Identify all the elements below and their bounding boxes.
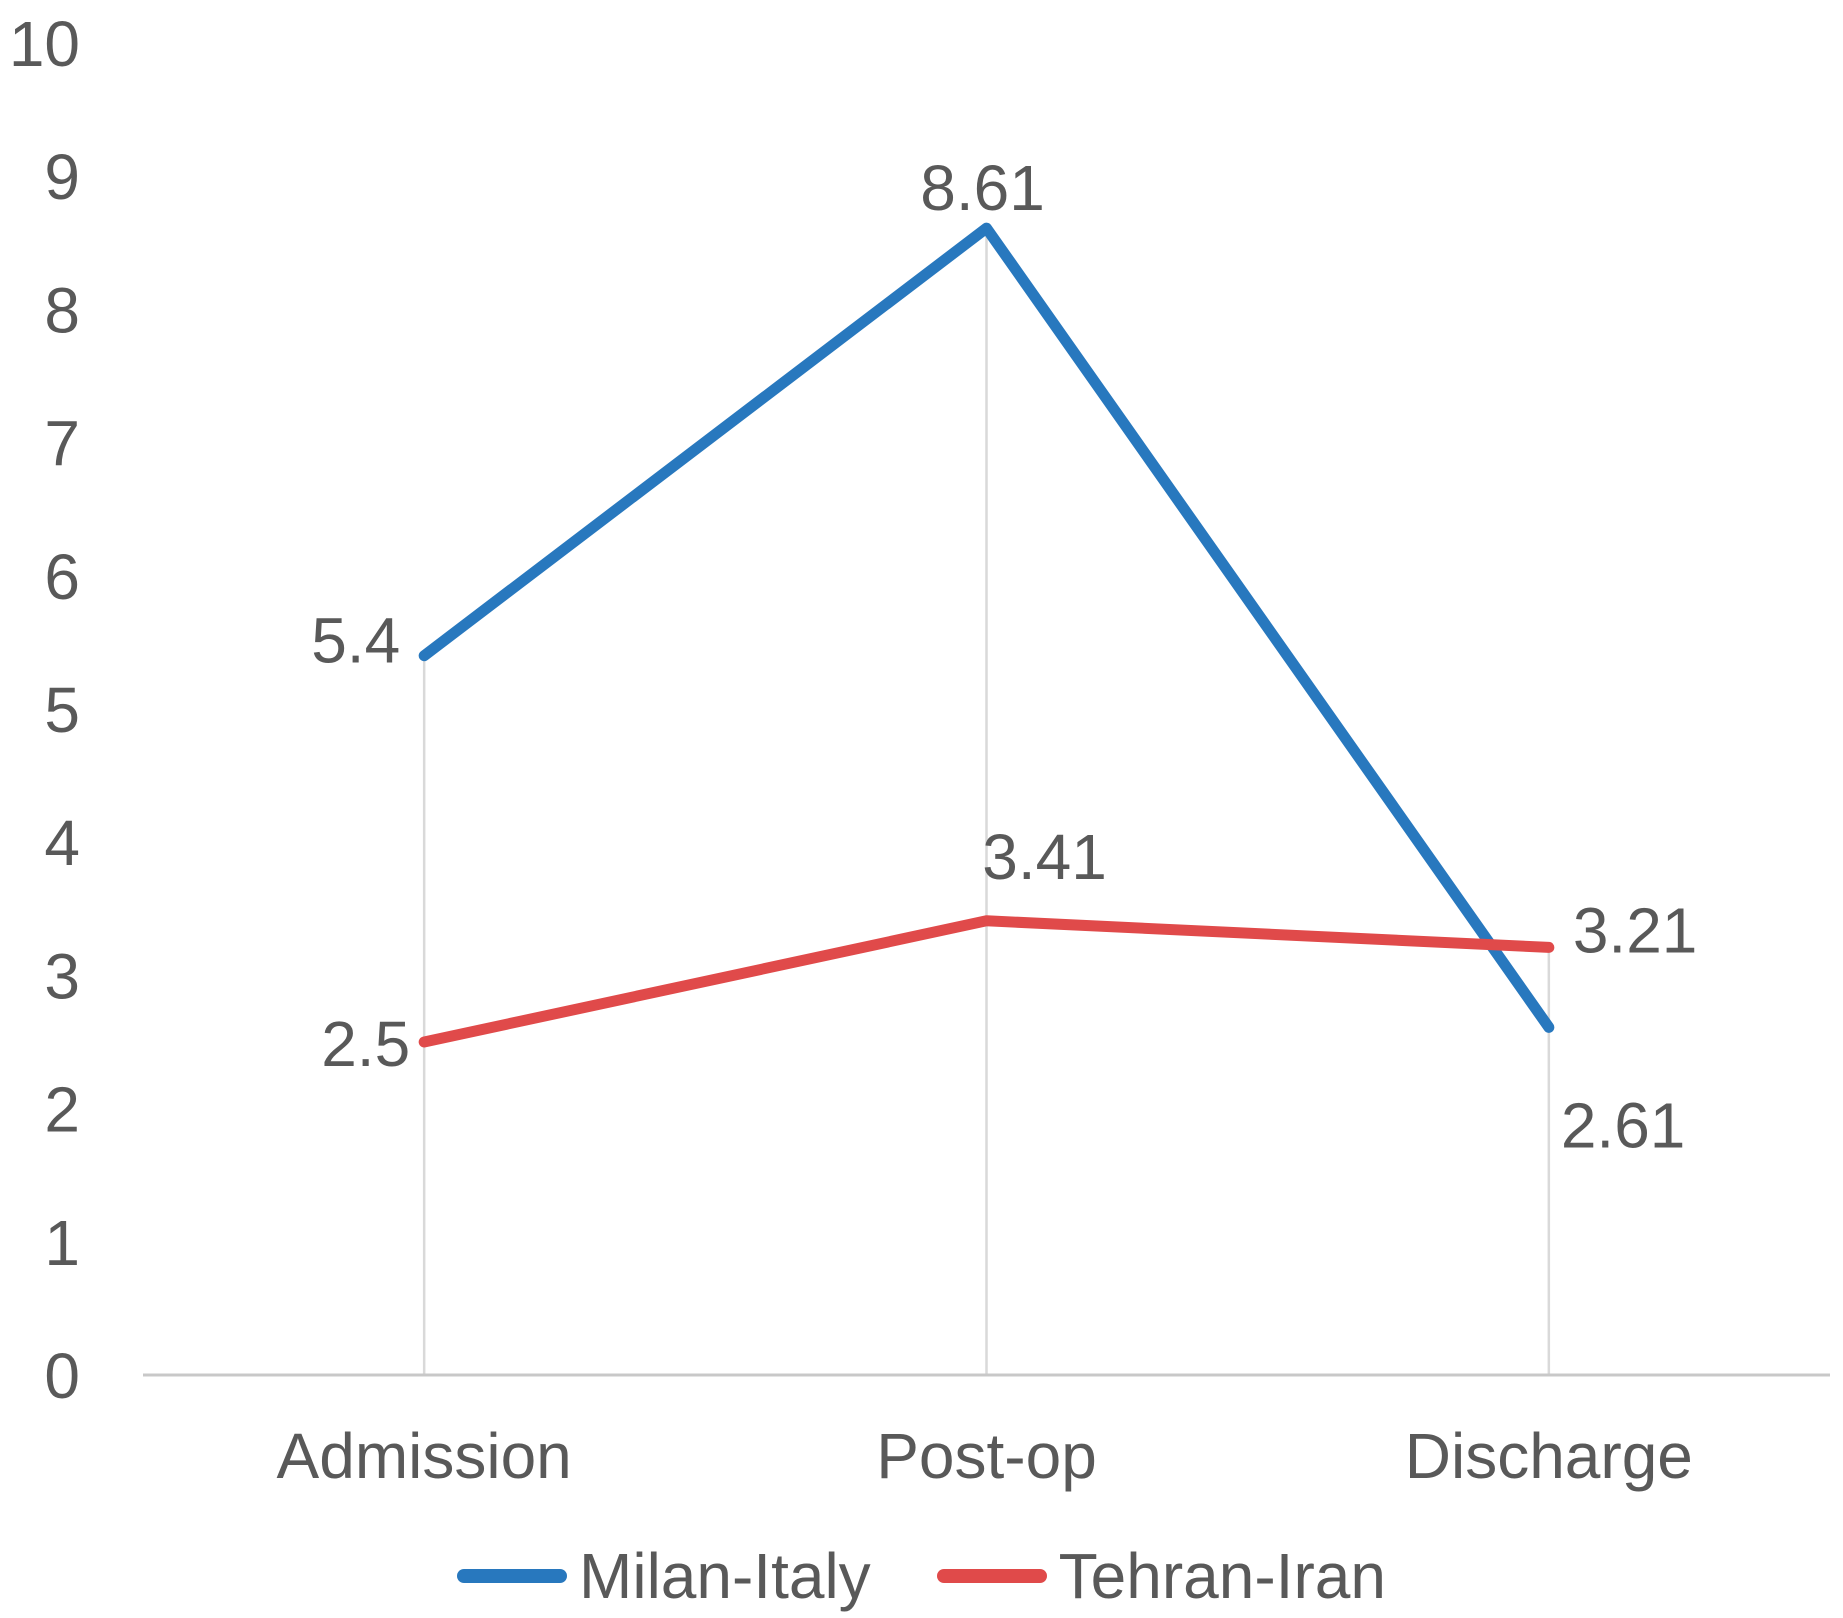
x-axis-category-label: Discharge bbox=[1405, 1420, 1693, 1492]
series-line-milan-italy bbox=[418, 222, 1555, 1033]
point-label: 2.61 bbox=[1561, 1089, 1686, 1161]
point-label: 2.5 bbox=[321, 1008, 410, 1080]
x-axis-category-label: Admission bbox=[277, 1420, 572, 1492]
y-axis-tick-label: 0 bbox=[44, 1340, 80, 1412]
point-label: 3.41 bbox=[982, 821, 1107, 893]
y-axis-tick-label: 6 bbox=[44, 541, 80, 613]
y-axis-tick-label: 5 bbox=[44, 674, 80, 746]
legend-item-tehran-iran: Tehran-Iran bbox=[936, 1540, 1386, 1612]
series-line-tehran-iran bbox=[418, 915, 1555, 1048]
legend-item-milan-italy: Milan-Italy bbox=[457, 1544, 871, 1608]
legend-label: Milan-Italy bbox=[579, 1540, 871, 1612]
point-label: 5.4 bbox=[311, 605, 400, 677]
y-axis-tick-label: 7 bbox=[44, 408, 80, 480]
y-axis-tick-label: 8 bbox=[44, 274, 80, 346]
y-axis-tick-label: 9 bbox=[44, 141, 80, 213]
legend-line-swatch-icon bbox=[457, 1569, 568, 1583]
point-label: 3.21 bbox=[1573, 894, 1698, 966]
legend-label: Tehran-Iran bbox=[1058, 1540, 1386, 1612]
y-axis-tick-label: 3 bbox=[44, 940, 80, 1012]
y-axis-tick-label: 1 bbox=[44, 1207, 80, 1279]
y-axis-tick-label: 4 bbox=[44, 807, 80, 879]
legend-line-swatch-icon bbox=[936, 1569, 1047, 1583]
chart-legend: Milan-Italy Tehran-Iran bbox=[0, 1536, 1843, 1616]
y-axis-tick-label: 10 bbox=[9, 8, 80, 80]
y-axis-tick-label: 2 bbox=[44, 1074, 80, 1146]
point-label: 8.61 bbox=[920, 152, 1045, 224]
x-axis-category-label: Post-op bbox=[876, 1420, 1097, 1492]
